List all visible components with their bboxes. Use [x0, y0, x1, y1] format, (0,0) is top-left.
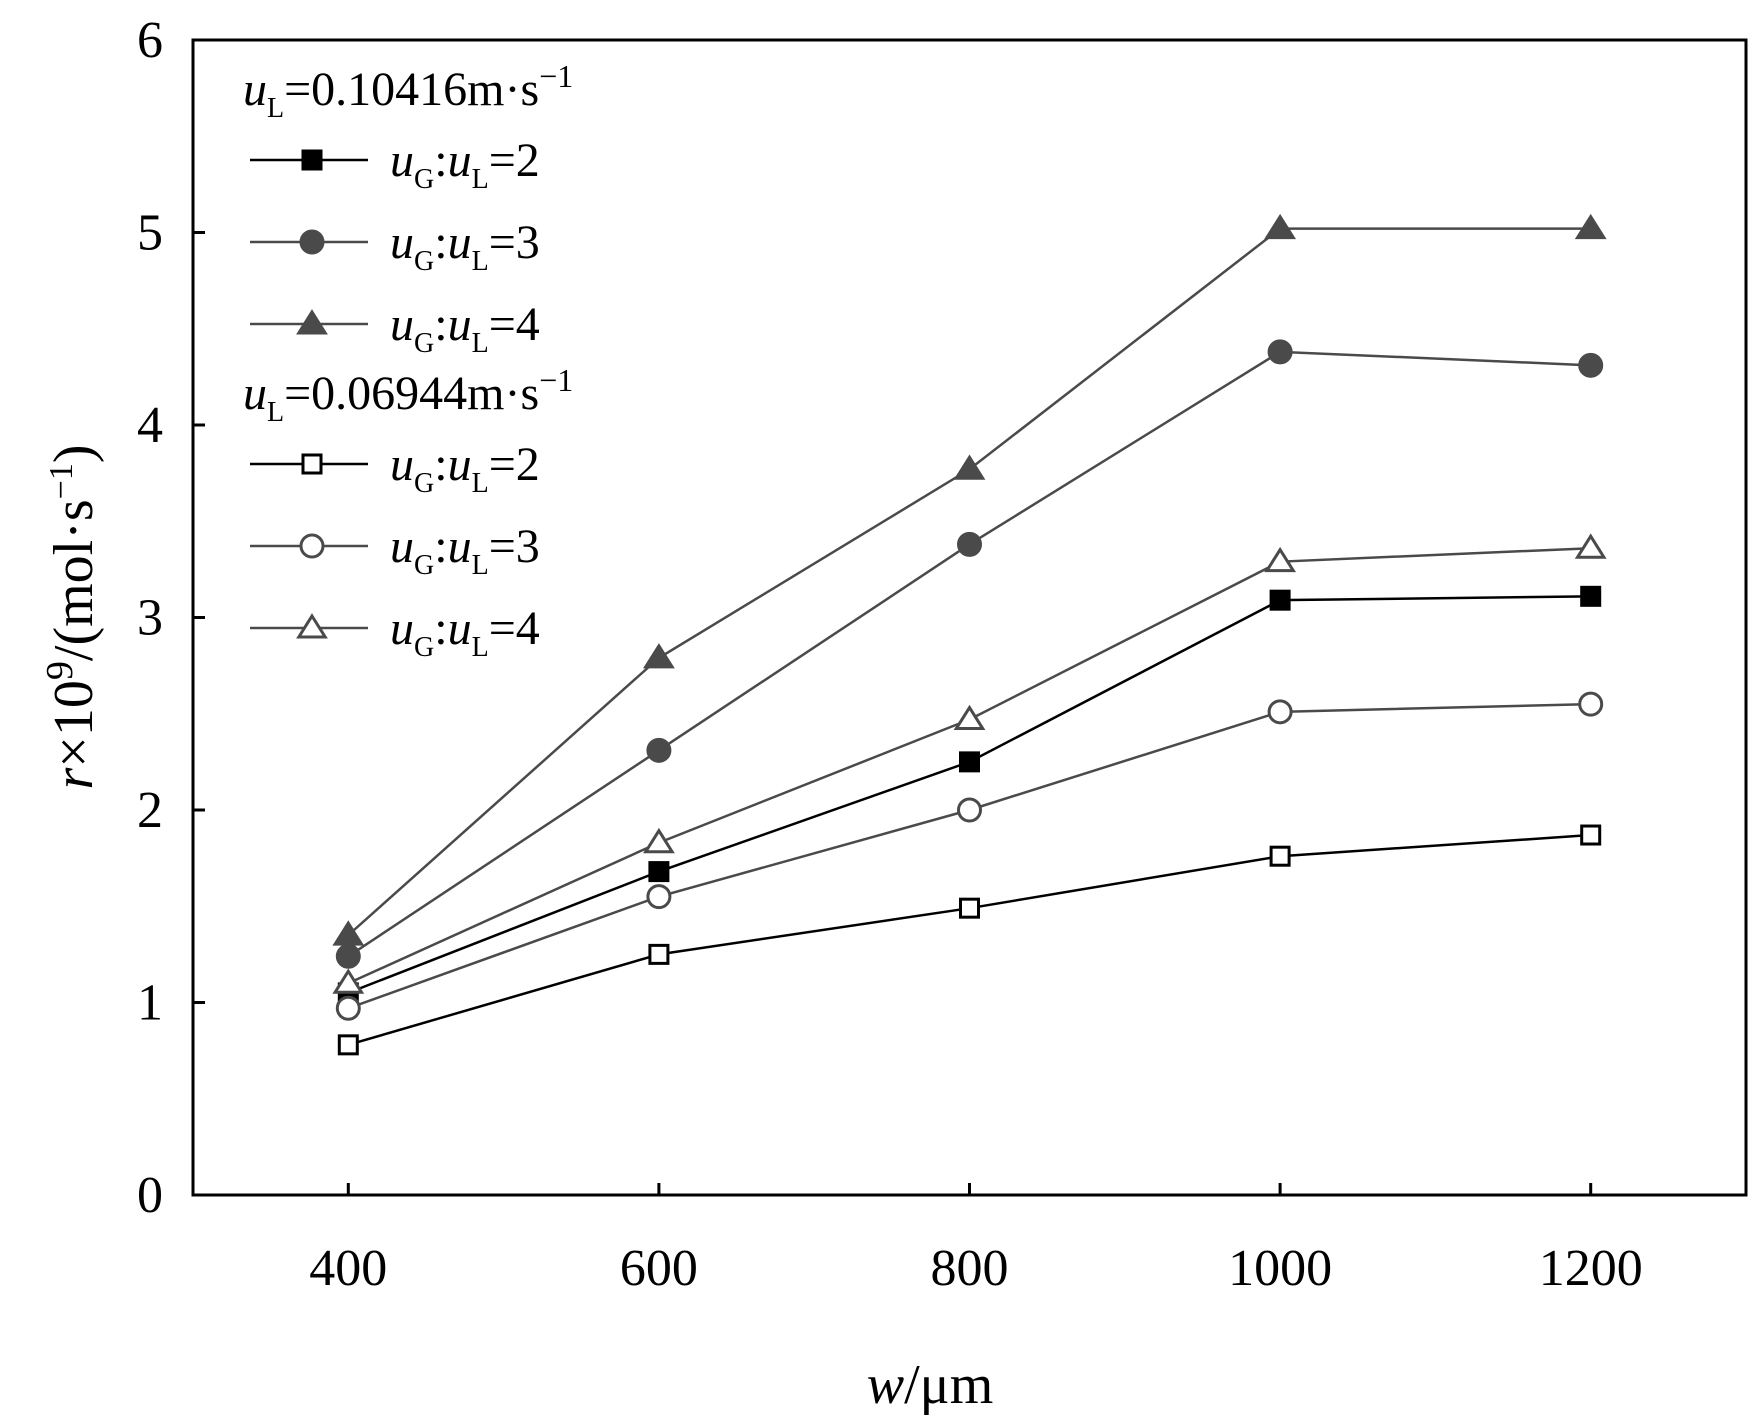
data-point: [959, 897, 980, 919]
legend-header: uL=0.06944m·s−1: [243, 362, 573, 428]
data-point: [648, 861, 670, 883]
series-0-1: [335, 339, 1604, 969]
data-point: [646, 737, 672, 763]
series-layer: [332, 213, 1607, 1056]
legend-marker: [301, 149, 323, 171]
y-tick-label: 2: [137, 782, 163, 839]
series-0-0: [337, 585, 1602, 1004]
data-point: [332, 968, 365, 994]
data-point: [957, 531, 982, 557]
y-axis-ticks: 0 1 2 3 4 5 6: [137, 12, 205, 1224]
legend-label: uG:uL=4: [390, 298, 540, 359]
y-tick-label: 1: [137, 975, 163, 1032]
data-point: [1580, 824, 1602, 846]
data-point: [1264, 546, 1297, 573]
legend-label: uG:uL=2: [390, 438, 540, 499]
legend-marker: [299, 229, 325, 255]
data-point: [335, 995, 361, 1021]
data-point: [1269, 589, 1291, 611]
y-tick-label: 6: [137, 12, 163, 69]
y-axis-title: r×109/(mol·s−1): [39, 445, 105, 790]
data-point: [1574, 213, 1607, 240]
data-point: [1580, 585, 1602, 607]
series-1-2: [332, 533, 1607, 994]
legend-entry: uG:uL=3: [250, 520, 540, 581]
legend-label: uG:uL=4: [390, 602, 540, 663]
data-point: [1574, 533, 1607, 559]
data-point: [1269, 845, 1291, 867]
data-point: [1578, 691, 1604, 717]
x-tick-label: 400: [309, 1240, 387, 1297]
y-tick-label: 0: [137, 1167, 163, 1224]
data-point: [1267, 339, 1293, 365]
legend-marker: [299, 533, 325, 559]
x-tick-label: 800: [931, 1240, 1009, 1297]
legend-label: uG:uL=2: [390, 134, 540, 195]
legend-marker: [296, 613, 328, 639]
series-1-1: [335, 691, 1604, 1021]
data-point: [957, 797, 982, 823]
legend-label: uG:uL=3: [390, 216, 540, 277]
x-tick-label: 1200: [1539, 1240, 1643, 1297]
legend: uL=0.10416m·s−1uG:uL=2uG:uL=3uG:uL=4uL=0…: [243, 58, 573, 663]
data-point: [1578, 352, 1604, 378]
x-tick-label: 1000: [1228, 1240, 1332, 1297]
data-point: [335, 943, 361, 969]
legend-entry: uG:uL=2: [250, 438, 540, 499]
data-point: [646, 884, 672, 910]
y-tick-label: 4: [137, 397, 163, 454]
series-line: [347, 833, 1591, 1047]
data-point: [332, 920, 365, 946]
legend-marker: [301, 453, 323, 475]
series-1-0: [337, 824, 1602, 1056]
data-point: [953, 704, 986, 731]
series-0-2: [332, 213, 1607, 946]
y-tick-label: 5: [137, 205, 163, 262]
x-axis-title: w/μm: [867, 1354, 994, 1416]
series-line: [347, 595, 1591, 995]
x-axis-ticks: 400 600 800 1000 1200: [309, 1183, 1643, 1297]
legend-entry: uG:uL=4: [250, 602, 540, 663]
data-point: [953, 454, 986, 480]
data-point: [642, 827, 675, 854]
legend-entry: uG:uL=2: [250, 134, 540, 195]
data-point: [1264, 213, 1297, 240]
data-point: [1267, 699, 1293, 725]
data-point: [648, 943, 670, 965]
legend-entry: uG:uL=3: [250, 216, 540, 277]
data-point: [337, 1034, 359, 1056]
legend-header: uL=0.10416m·s−1: [243, 58, 573, 124]
legend-entry: uG:uL=4: [250, 298, 540, 359]
x-tick-label: 600: [620, 1240, 698, 1297]
series-line: [347, 702, 1591, 1010]
data-point: [959, 751, 980, 773]
legend-marker: [296, 309, 328, 335]
y-tick-label: 3: [137, 590, 163, 647]
legend-label: uG:uL=3: [390, 520, 540, 581]
data-point: [642, 643, 675, 669]
